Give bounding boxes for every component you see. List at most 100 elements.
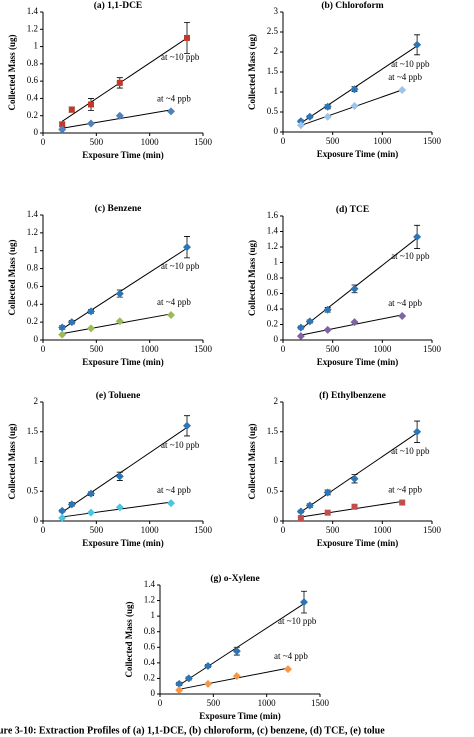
data-point bbox=[350, 85, 359, 94]
x-tick-label: 1000 bbox=[373, 344, 392, 354]
y-axis-label: Collected Mass (ug) bbox=[7, 424, 17, 500]
series-label: at ~10 ppb bbox=[391, 446, 430, 456]
figure-caption: ure 3-10: Extraction Profiles of (a) 1,1… bbox=[0, 725, 385, 736]
data-point bbox=[183, 243, 191, 252]
y-tick-label: 1 bbox=[34, 41, 39, 51]
y-tick-label: 0 bbox=[274, 334, 279, 344]
y-tick-label: 1 bbox=[34, 456, 39, 466]
chart-title: (f) Ethylbenzene bbox=[319, 390, 386, 401]
data-point bbox=[87, 508, 95, 517]
series-label: at ~10 ppb bbox=[161, 440, 200, 450]
y-tick-label: 0.2 bbox=[267, 319, 278, 329]
x-tick-label: 1000 bbox=[141, 525, 160, 535]
data-point bbox=[167, 107, 175, 116]
y-tick-label: 1.5 bbox=[267, 66, 279, 76]
x-tick-label: 500 bbox=[90, 344, 104, 354]
y-tick-label: 1 bbox=[274, 86, 279, 96]
series-label: at ~4 ppb bbox=[157, 297, 191, 307]
data-point bbox=[323, 488, 332, 497]
data-point bbox=[323, 325, 332, 334]
y-tick-label: 0.5 bbox=[267, 106, 279, 116]
x-tick-label: 1500 bbox=[311, 698, 330, 708]
data-point bbox=[399, 499, 406, 506]
data-point bbox=[67, 500, 76, 509]
data-point bbox=[58, 323, 67, 332]
x-axis-label: Exposure Time (min) bbox=[317, 538, 399, 548]
series-label: at ~4 ppb bbox=[388, 72, 422, 82]
y-tick-label: 0 bbox=[274, 515, 279, 525]
y-tick-label: 1.2 bbox=[27, 23, 38, 33]
y-tick-label: 0.6 bbox=[27, 75, 39, 85]
x-axis-label: Exposure Time (min) bbox=[317, 357, 399, 367]
y-axis-label: Collected Mass (ug) bbox=[7, 35, 17, 111]
x-tick-label: 0 bbox=[41, 344, 46, 354]
x-tick-label: 0 bbox=[281, 136, 286, 146]
x-axis-label: Exposure Time (min) bbox=[82, 150, 164, 160]
series-label: at ~10 ppb bbox=[391, 59, 430, 69]
data-point bbox=[296, 121, 305, 130]
y-tick-label: 0.5 bbox=[267, 485, 279, 495]
data-point bbox=[284, 665, 292, 674]
data-point bbox=[87, 324, 95, 333]
data-point bbox=[296, 507, 305, 516]
trend-line bbox=[300, 89, 403, 126]
y-tick-label: 1 bbox=[151, 610, 156, 620]
data-point bbox=[116, 79, 123, 86]
series-label: at ~10 ppb bbox=[278, 616, 317, 626]
y-tick-label: 1.2 bbox=[267, 241, 278, 251]
x-tick-label: 1000 bbox=[141, 344, 160, 354]
data-point bbox=[323, 102, 332, 111]
y-tick-label: 1.6 bbox=[267, 210, 279, 220]
y-tick-label: 1.5 bbox=[267, 426, 279, 436]
y-tick-label: 0 bbox=[34, 127, 39, 137]
trend-line bbox=[300, 237, 418, 330]
chart-title: (c) Benzene bbox=[95, 203, 142, 214]
y-tick-label: 0.8 bbox=[267, 272, 279, 282]
data-point bbox=[204, 661, 212, 670]
series-label: at ~4 ppb bbox=[157, 485, 191, 495]
data-point bbox=[115, 472, 124, 481]
trend-line bbox=[178, 603, 305, 686]
y-tick-label: 0.6 bbox=[267, 288, 279, 298]
x-tick-label: 1500 bbox=[423, 136, 442, 146]
y-tick-label: 0.2 bbox=[27, 110, 38, 120]
data-point bbox=[184, 674, 193, 683]
y-tick-label: 0.6 bbox=[144, 641, 156, 651]
series-label: at ~10 ppb bbox=[391, 251, 430, 261]
trend-line bbox=[179, 667, 289, 690]
y-tick-label: 0.4 bbox=[27, 92, 39, 102]
data-point bbox=[351, 503, 358, 510]
data-point bbox=[115, 503, 124, 512]
data-point bbox=[398, 86, 407, 94]
y-tick-label: 2 bbox=[274, 46, 279, 56]
data-point bbox=[115, 317, 124, 326]
data-point bbox=[350, 474, 359, 483]
x-tick-label: 0 bbox=[281, 525, 286, 535]
chart-title: (e) Toluene bbox=[96, 390, 141, 401]
y-tick-label: 0.4 bbox=[267, 303, 279, 313]
x-tick-label: 1500 bbox=[194, 137, 213, 147]
data-point bbox=[175, 686, 184, 695]
data-point bbox=[59, 121, 66, 128]
data-point bbox=[115, 289, 124, 298]
data-point bbox=[167, 499, 175, 508]
chart-title: (d) TCE bbox=[336, 204, 369, 215]
y-tick-label: 0.8 bbox=[27, 58, 39, 68]
chart-title: (b) Chloroform bbox=[321, 0, 383, 11]
trend-line bbox=[300, 432, 418, 513]
x-tick-label: 0 bbox=[158, 698, 163, 708]
x-tick-label: 1500 bbox=[194, 525, 213, 535]
x-tick-label: 1500 bbox=[423, 344, 442, 354]
y-tick-label: 0.6 bbox=[27, 280, 39, 290]
data-point bbox=[398, 311, 407, 320]
x-tick-label: 1000 bbox=[141, 137, 160, 147]
x-axis-label: Exposure Time (min) bbox=[82, 357, 164, 367]
data-point bbox=[232, 647, 241, 656]
data-point bbox=[296, 323, 305, 332]
y-tick-label: 0.2 bbox=[144, 672, 155, 682]
data-point bbox=[413, 40, 422, 49]
data-point bbox=[300, 598, 308, 607]
y-axis-label: Collected Mass (ug) bbox=[247, 424, 257, 500]
y-axis-label: Collected Mass (ug) bbox=[247, 34, 257, 110]
